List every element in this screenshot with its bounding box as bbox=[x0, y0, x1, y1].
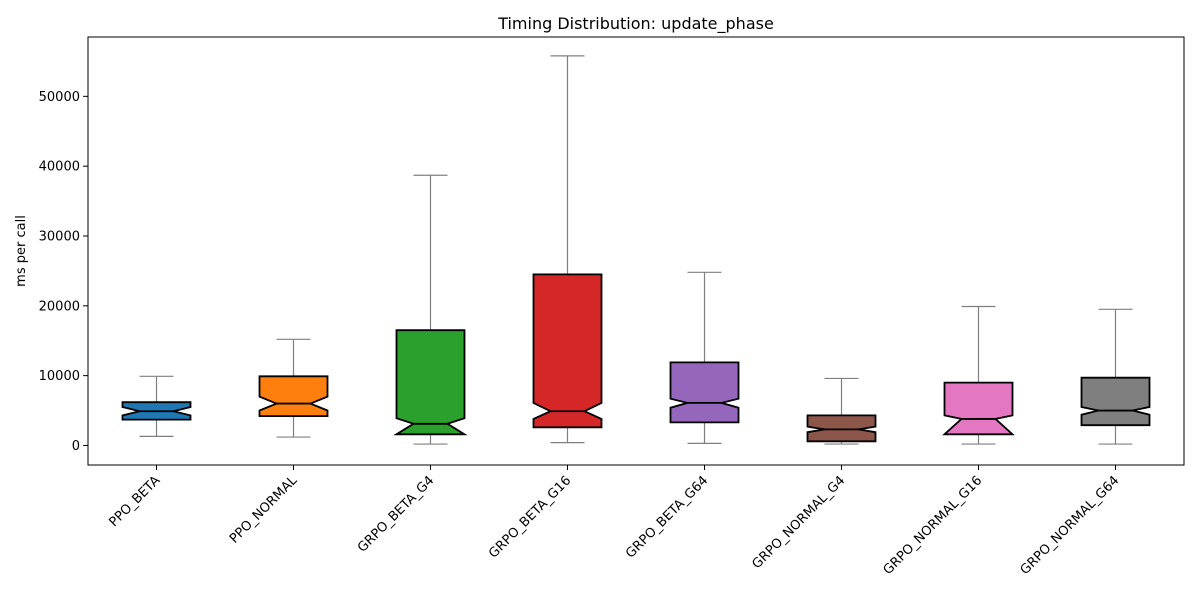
box-group bbox=[1080, 308, 1151, 445]
box-group bbox=[806, 377, 877, 445]
y-axis-label: ms per call bbox=[14, 215, 29, 287]
box-group bbox=[393, 174, 468, 445]
box-group bbox=[669, 271, 740, 444]
plot-frame bbox=[87, 36, 1185, 466]
box-body bbox=[942, 381, 1015, 436]
box-body bbox=[1080, 376, 1151, 427]
box-body bbox=[258, 375, 329, 417]
y-tick-label: 30000 bbox=[39, 229, 80, 244]
box-group bbox=[942, 305, 1015, 445]
box-group bbox=[258, 338, 329, 438]
box-group bbox=[532, 55, 603, 444]
y-tick-label: 40000 bbox=[39, 160, 80, 175]
box-body bbox=[669, 361, 740, 424]
box-body bbox=[532, 273, 603, 429]
y-tick-label: 50000 bbox=[39, 90, 80, 105]
chart-title: Timing Distribution: update_phase bbox=[497, 14, 774, 34]
box-body bbox=[806, 414, 877, 443]
box-group bbox=[121, 375, 192, 437]
y-tick-label: 10000 bbox=[39, 369, 80, 384]
y-tick-label: 0 bbox=[72, 439, 80, 454]
y-tick-label: 20000 bbox=[39, 299, 80, 314]
box-body bbox=[393, 329, 468, 436]
